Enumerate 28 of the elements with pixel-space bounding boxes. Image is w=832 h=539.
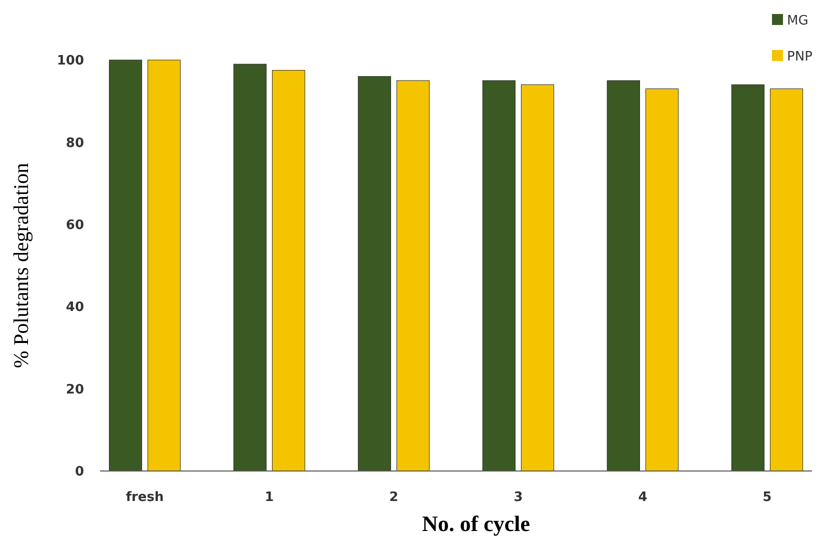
x-tick-label: 5 (762, 490, 772, 505)
bar (233, 64, 267, 472)
x-axis-title: No. of cycle (422, 511, 530, 536)
bar (520, 84, 554, 472)
y-axis-title: % Polutants degradation (9, 162, 33, 368)
y-tick-label: 20 (66, 382, 84, 398)
bar (731, 84, 764, 472)
x-tick-label: 3 (514, 490, 523, 505)
y-tick-label: 80 (66, 136, 84, 151)
y-tick-label: 0 (74, 464, 84, 480)
y-tick-label: 100 (56, 54, 84, 69)
bar (148, 60, 181, 472)
legend-label: MG (787, 14, 808, 29)
x-tick-label: 1 (264, 490, 274, 505)
x-tick-label: 2 (389, 490, 398, 505)
x-tick-label: fresh (126, 490, 164, 505)
bar (482, 80, 516, 472)
bar (396, 80, 430, 472)
bar (272, 70, 306, 472)
bar (358, 76, 392, 472)
x-tick-label: 4 (638, 490, 648, 505)
bar (645, 88, 679, 472)
bar (770, 88, 804, 472)
y-tick-label: 60 (66, 218, 84, 233)
legend-label: PNP (787, 50, 813, 65)
bar (108, 60, 142, 472)
bar (606, 80, 640, 472)
y-tick-label: 40 (66, 300, 84, 316)
